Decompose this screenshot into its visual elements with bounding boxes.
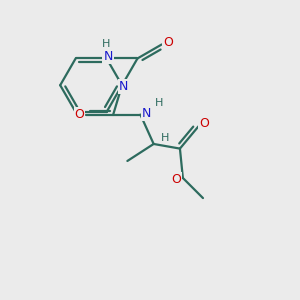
Text: N: N xyxy=(103,50,113,64)
Text: H: H xyxy=(102,39,110,49)
Text: H: H xyxy=(161,133,169,143)
Text: O: O xyxy=(172,173,181,186)
Text: O: O xyxy=(200,117,209,130)
Text: H: H xyxy=(154,98,163,108)
Text: N: N xyxy=(119,80,128,93)
Text: N: N xyxy=(142,106,152,120)
Text: O: O xyxy=(75,108,84,121)
Text: O: O xyxy=(163,37,173,50)
